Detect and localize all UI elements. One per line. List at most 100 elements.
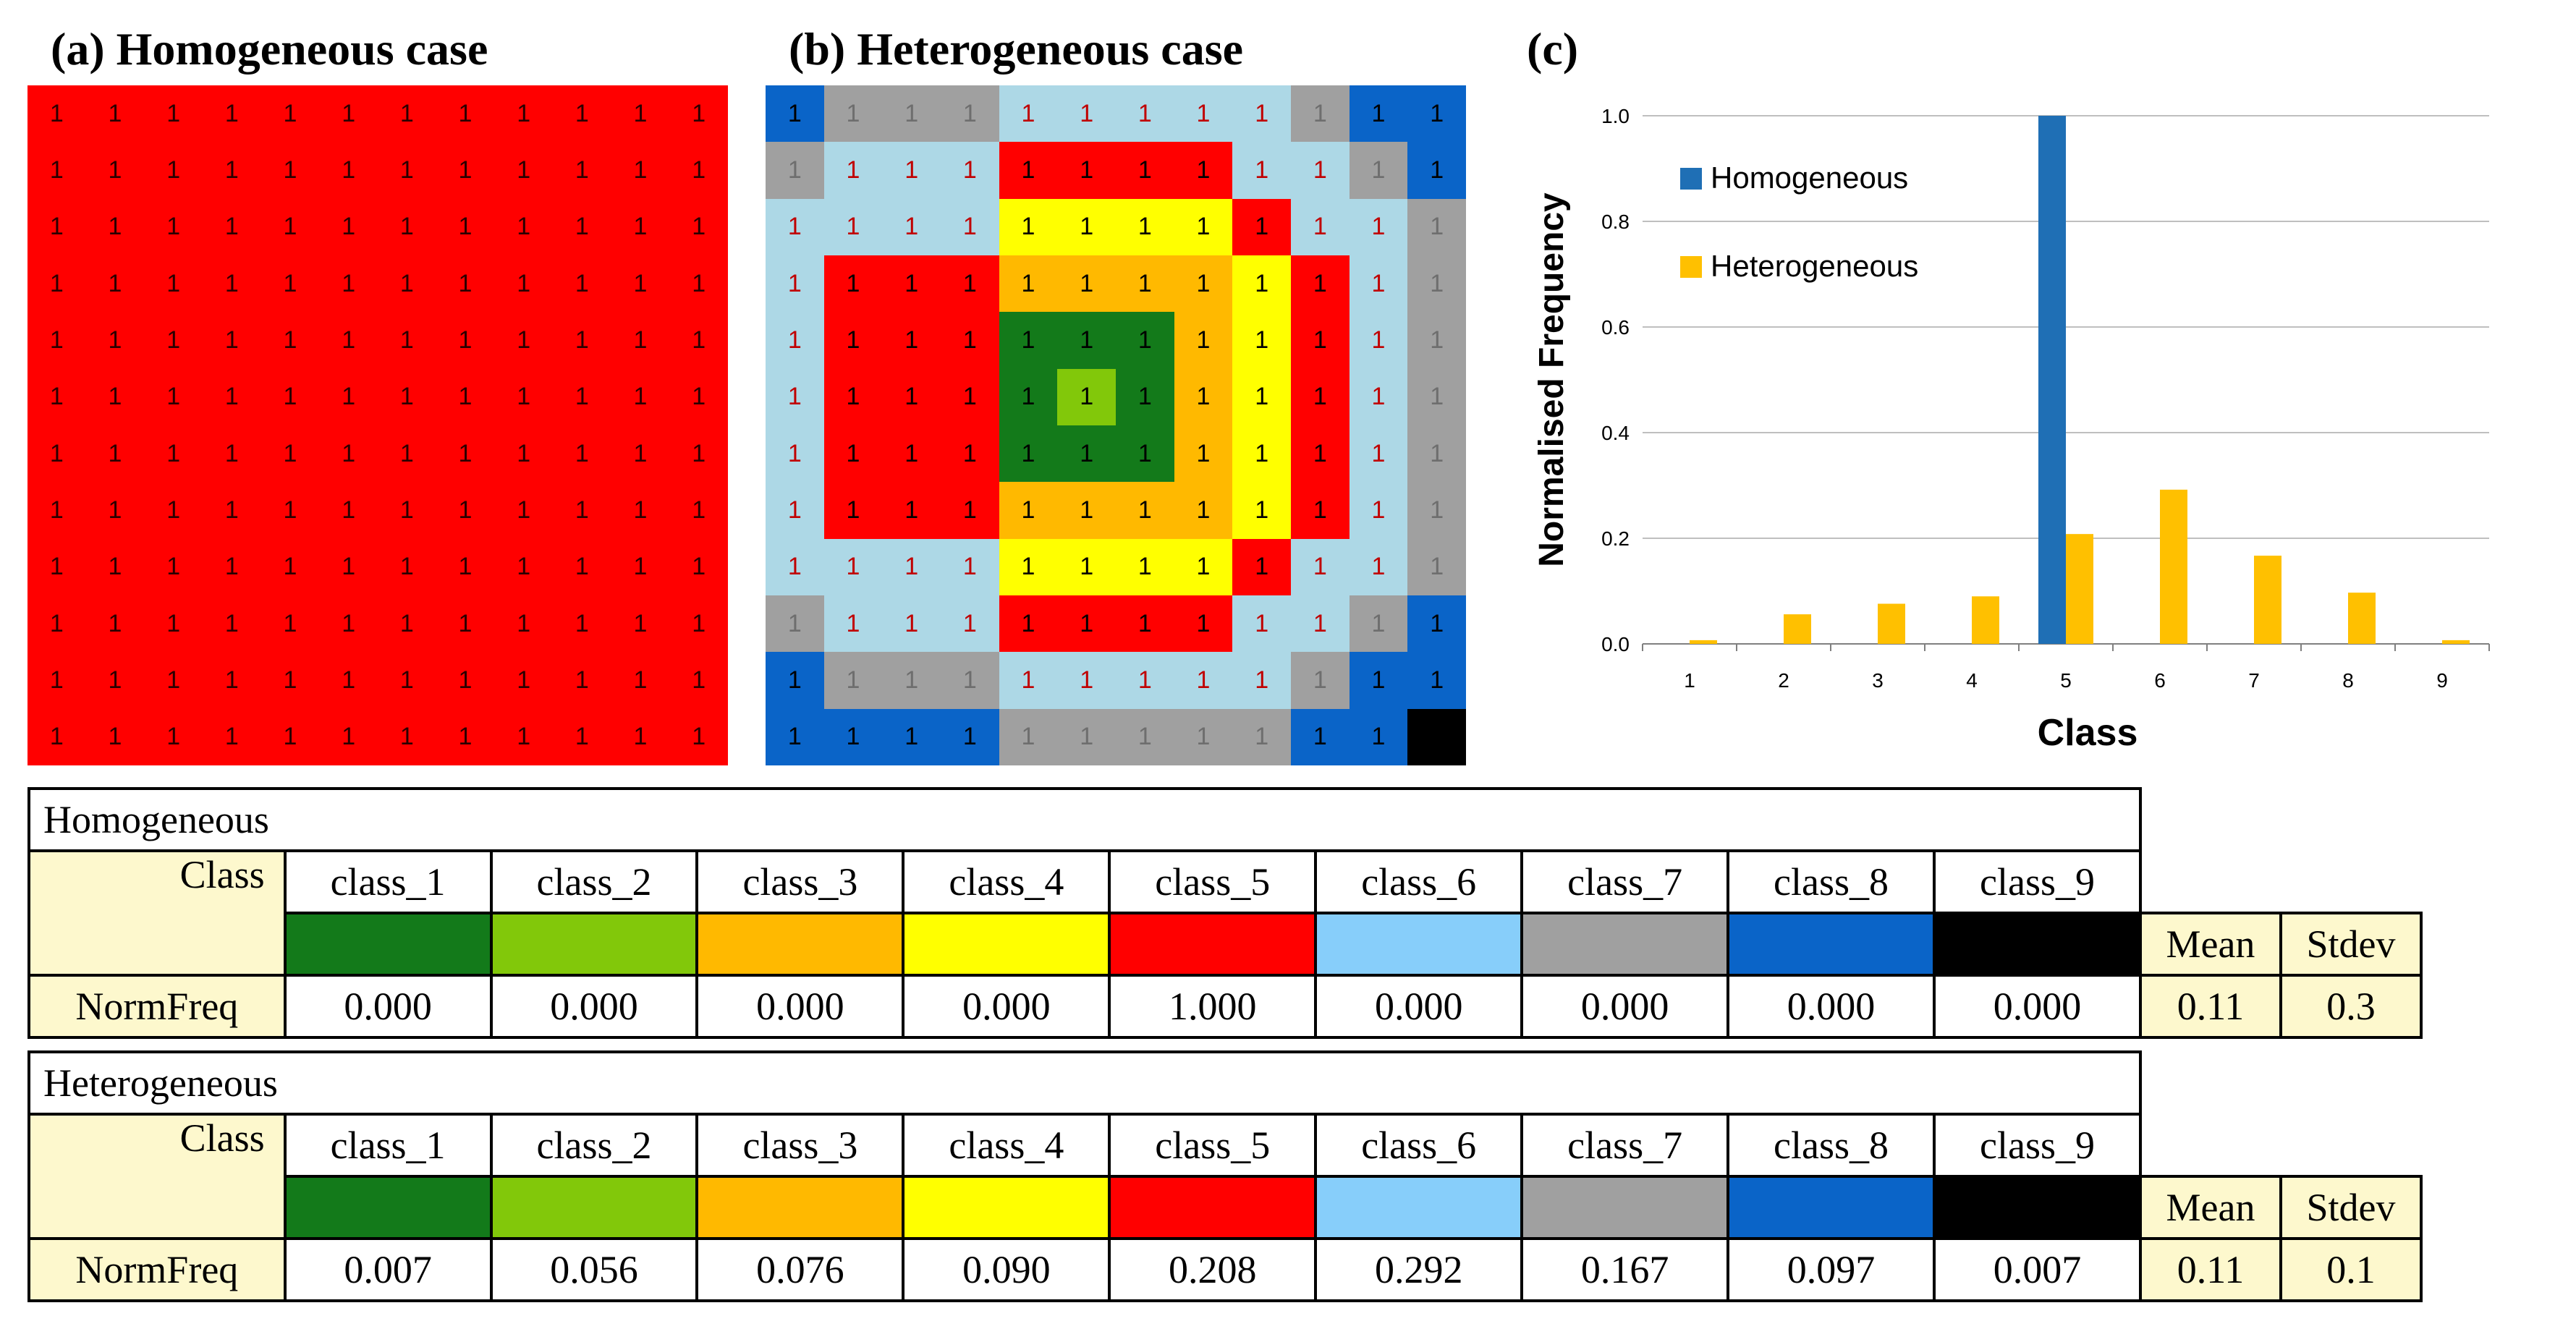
grid-cell: 1: [377, 595, 436, 653]
grid-cell: 1: [1057, 255, 1116, 313]
grid-cell: 1: [999, 425, 1058, 483]
class-row-label: Class: [27, 849, 287, 977]
grid-cell: 1: [882, 708, 941, 765]
panel-c-label: (c): [1527, 23, 1579, 75]
grid-cell: 1: [999, 538, 1058, 595]
grid-cell: 1: [1232, 425, 1291, 483]
class-name-cell: class_3: [695, 1113, 905, 1178]
grid-cell: 1: [1057, 425, 1116, 483]
grid-cell: 1: [202, 425, 261, 483]
grid-cell: 1: [1115, 368, 1174, 425]
grid-cell: 1: [940, 255, 999, 313]
grid-cell: 1: [940, 142, 999, 199]
grid-cell: 1: [377, 368, 436, 425]
grid-cell: 1: [1290, 708, 1350, 765]
grid-cell: 1: [377, 538, 436, 595]
grid-cell: 1: [377, 425, 436, 483]
grid-cell: 1: [611, 142, 670, 199]
frequency-bar-chart: 0.0 0.2 0.4 0.6 0.8 1.0 1 2 3 4 5 6 7 8 9 Class Normalis…: [1533, 105, 2490, 754]
grid-cell: 1: [436, 255, 495, 313]
grid-cell: 1: [260, 198, 320, 255]
grid-cell: 1: [319, 85, 378, 143]
grid-cell: 1: [766, 708, 824, 765]
empty-cell: [2140, 789, 2281, 851]
grid-cell: 1: [144, 142, 203, 199]
bar-heterogeneous-class-2: [1784, 614, 1811, 644]
grid-cell: 1: [494, 368, 553, 425]
empty-cell: [2140, 1052, 2281, 1114]
grid-cell: 1: [377, 708, 436, 765]
grid-cell: 1: [436, 538, 495, 595]
y-tick-label: 1.0: [1601, 105, 1630, 127]
class-name-cell: class_4: [902, 849, 1111, 914]
normfreq-row-label: NormFreq: [27, 1237, 287, 1302]
grid-cell: 1: [144, 482, 203, 539]
grid-cell: 1: [260, 255, 320, 313]
grid-cell: 1: [766, 482, 824, 539]
grid-cell: 1: [1115, 85, 1174, 143]
grid-cell: 1: [999, 85, 1058, 143]
grid-cell: 1: [377, 85, 436, 143]
grid-cell: 1: [882, 482, 941, 539]
bar-heterogeneous-class-1: [1690, 640, 1717, 644]
grid-cell: 1: [260, 312, 320, 369]
grid-cell: 1: [1232, 85, 1291, 143]
empty-cell: [2140, 851, 2281, 913]
y-tick-label: 0.6: [1601, 316, 1630, 339]
grid-cell: 1: [85, 368, 145, 425]
grid-cell: 1: [202, 708, 261, 765]
grid-cell: 1: [766, 255, 824, 313]
grid-cell: 1: [1174, 652, 1233, 709]
empty-cell: [2281, 851, 2421, 913]
grid-cell: 1: [202, 482, 261, 539]
normfreq-value: 0.000: [1314, 974, 1524, 1039]
class-color-swatch: [1520, 1175, 1730, 1240]
grid-cell: 1: [1290, 538, 1350, 595]
grid-cell: 1: [436, 595, 495, 653]
grid-cell: 1: [494, 198, 553, 255]
class-color-swatch: [695, 912, 905, 977]
grid-cell: 1: [1174, 198, 1233, 255]
grid-cell: 1: [669, 708, 728, 765]
grid-cell: 1: [1232, 538, 1291, 595]
grid-cell: 1: [494, 595, 553, 653]
class-name-cell: class_1: [283, 849, 493, 914]
grid-cell: 1: [552, 595, 611, 653]
grid-cell: 1: [611, 255, 670, 313]
grid-cell: 1: [1407, 198, 1466, 255]
grid-cell: 1: [1057, 142, 1116, 199]
class-row-label: Class: [27, 1113, 287, 1240]
grid-cell: 1: [823, 425, 883, 483]
grid-cell: 1: [611, 368, 670, 425]
grid-cell: 1: [85, 255, 145, 313]
grid-cell: 1: [27, 652, 86, 709]
class-color-swatch: [283, 1175, 493, 1240]
grid-cell: 1: [669, 142, 728, 199]
grid-cell: 1: [1232, 368, 1291, 425]
grid-cell: 1: [999, 595, 1058, 653]
heterogeneous-table: Heterogeneous Class class_1 class_2 class_3 c…: [27, 1050, 2423, 1302]
grid-cell: 1: [940, 708, 999, 765]
class-name-cell: class_8: [1726, 1113, 1936, 1178]
normfreq-value: 0.208: [1108, 1237, 1318, 1302]
grid-cell: 1: [494, 425, 553, 483]
grid-cell: 1: [377, 312, 436, 369]
grid-cell: 1: [823, 368, 883, 425]
grid-cell: 1: [260, 538, 320, 595]
x-tick-label: 6: [2154, 669, 2166, 692]
grid-cell: 1: [1174, 708, 1233, 765]
grid-cell: 1: [27, 312, 86, 369]
grid-cell: 1: [669, 652, 728, 709]
grid-cell: 1: [85, 85, 145, 143]
class-color-swatch: [1932, 1175, 2143, 1240]
grid-cell: 1: [1232, 142, 1291, 199]
grid-cell: 1: [999, 312, 1058, 369]
grid-cell: 1: [1057, 652, 1116, 709]
x-tick-label: 2: [1778, 669, 1789, 692]
grid-cell: 1: [882, 652, 941, 709]
grid-cell: 1: [202, 595, 261, 653]
grid-cell: 1: [552, 368, 611, 425]
grid-cell: 1: [1407, 595, 1466, 653]
grid-cell: 1: [552, 255, 611, 313]
grid-cell: 1: [85, 198, 145, 255]
